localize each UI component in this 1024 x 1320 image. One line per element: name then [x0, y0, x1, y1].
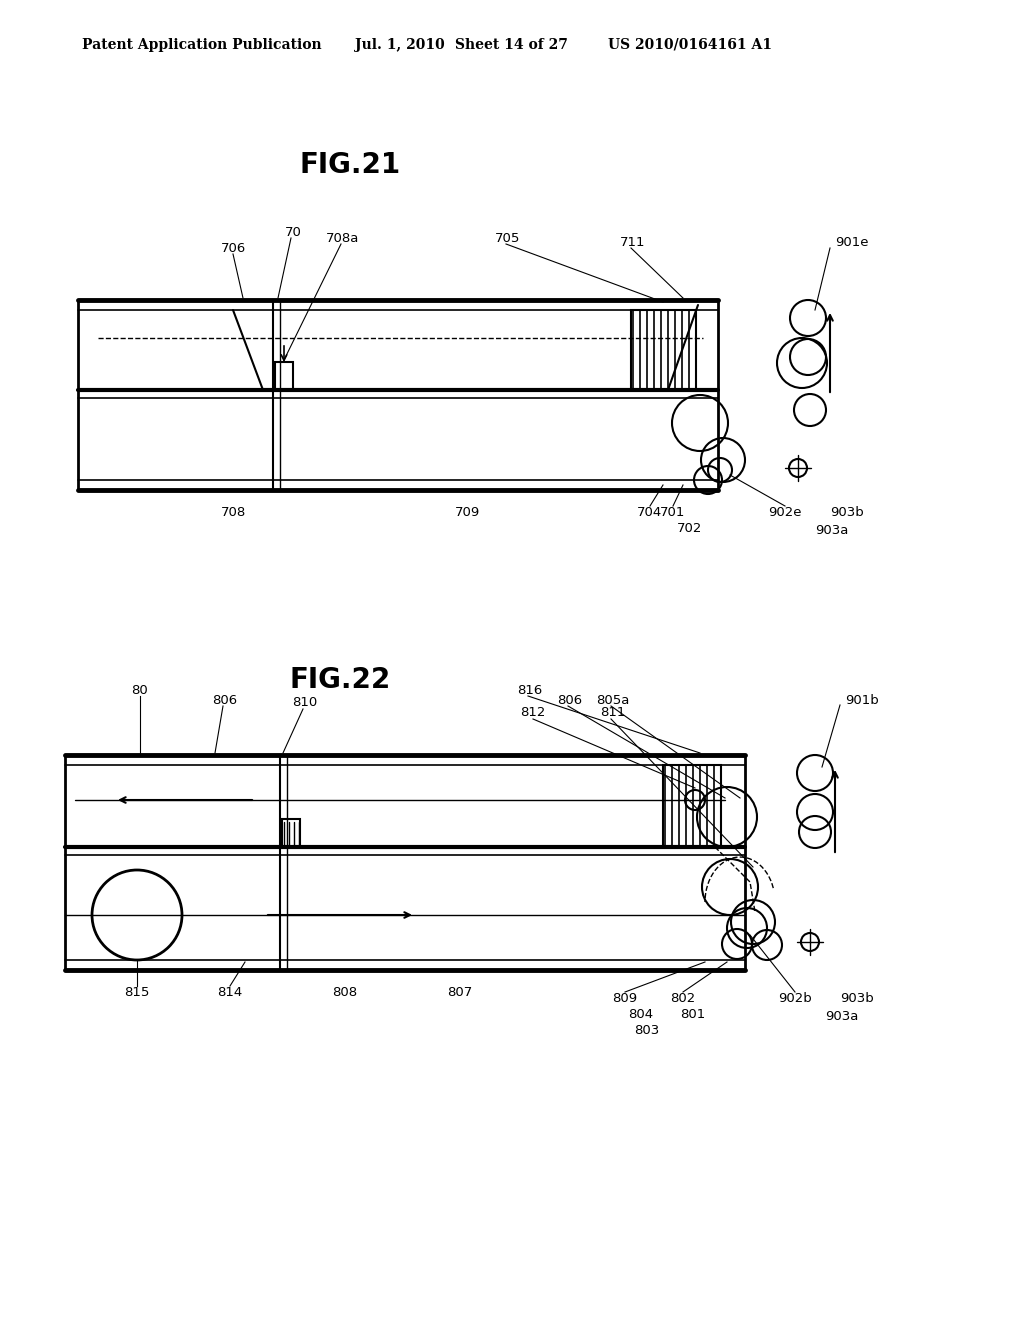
Text: 806: 806 — [212, 693, 238, 706]
Text: 901b: 901b — [845, 693, 879, 706]
Text: 902e: 902e — [768, 506, 802, 519]
Text: Patent Application Publication: Patent Application Publication — [82, 38, 322, 51]
Text: 704: 704 — [637, 506, 663, 519]
Bar — [282, 818, 300, 847]
Text: 803: 803 — [635, 1023, 659, 1036]
Text: 901e: 901e — [835, 235, 868, 248]
Text: 709: 709 — [456, 506, 480, 519]
Text: 70: 70 — [285, 226, 301, 239]
Text: 810: 810 — [293, 697, 317, 710]
Text: 812: 812 — [520, 706, 546, 719]
Text: 809: 809 — [612, 991, 638, 1005]
Text: Jul. 1, 2010: Jul. 1, 2010 — [355, 38, 444, 51]
Text: 80: 80 — [132, 684, 148, 697]
Text: 806: 806 — [557, 693, 583, 706]
Bar — [275, 362, 293, 389]
Text: 708a: 708a — [327, 231, 359, 244]
Text: 708: 708 — [220, 506, 246, 519]
Text: 706: 706 — [220, 242, 246, 255]
Text: US 2010/0164161 A1: US 2010/0164161 A1 — [608, 38, 772, 51]
Text: Sheet 14 of 27: Sheet 14 of 27 — [455, 38, 568, 51]
Text: 804: 804 — [629, 1007, 653, 1020]
Text: 805a: 805a — [596, 693, 630, 706]
Text: FIG.22: FIG.22 — [290, 667, 390, 694]
Text: 701: 701 — [660, 506, 686, 519]
Text: FIG.21: FIG.21 — [299, 150, 400, 180]
Text: 802: 802 — [671, 991, 695, 1005]
Text: 814: 814 — [217, 986, 243, 998]
Text: 705: 705 — [496, 231, 520, 244]
Text: 816: 816 — [517, 684, 543, 697]
Text: 902b: 902b — [778, 991, 812, 1005]
Text: 903b: 903b — [830, 506, 864, 519]
Text: 903b: 903b — [840, 991, 873, 1005]
Text: 811: 811 — [600, 706, 626, 719]
Text: 903a: 903a — [815, 524, 848, 536]
Text: 807: 807 — [447, 986, 473, 998]
Bar — [631, 310, 696, 389]
Text: 801: 801 — [680, 1007, 706, 1020]
Text: 702: 702 — [677, 521, 702, 535]
Text: 711: 711 — [621, 235, 646, 248]
Text: 815: 815 — [124, 986, 150, 998]
Bar — [663, 766, 721, 847]
Text: 808: 808 — [333, 986, 357, 998]
Text: 903a: 903a — [825, 1010, 858, 1023]
